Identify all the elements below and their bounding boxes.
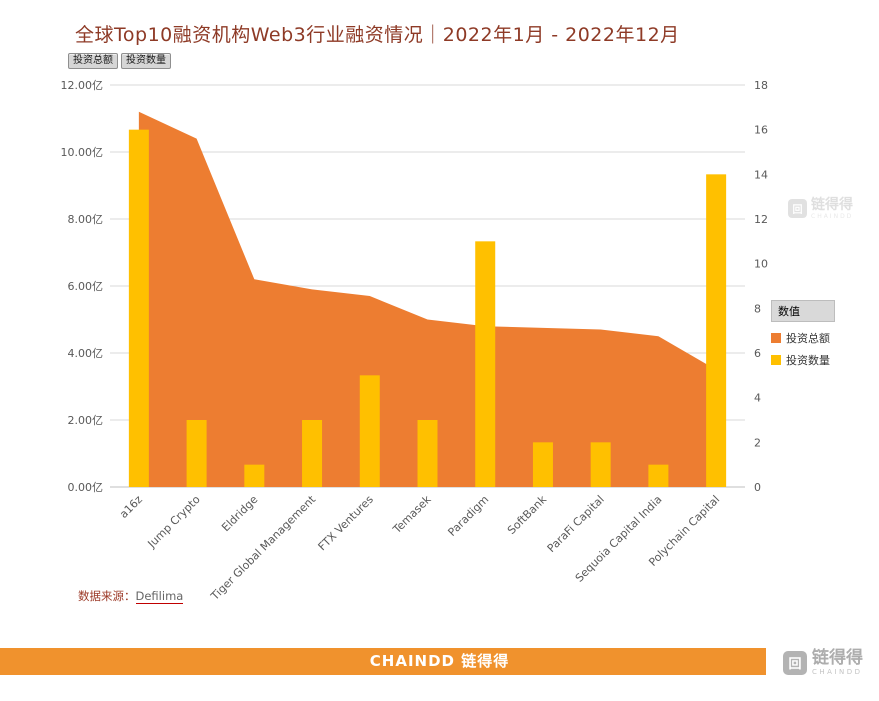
data-source-prefix: 数据来源： <box>78 589 136 603</box>
y-axis-label-right: 4 <box>754 392 761 405</box>
legend-swatch-total <box>771 333 781 343</box>
y-axis-label-left: 12.00亿 <box>61 79 104 92</box>
chaindd-logo-text: 链得得 CHAINDD <box>812 648 863 676</box>
data-source: 数据来源：Defilima <box>78 588 184 604</box>
y-axis-label-right: 6 <box>754 347 761 360</box>
legend-swatch-count <box>771 355 781 365</box>
y-axis-label-left: 0.00亿 <box>68 481 104 494</box>
filter-count-button[interactable]: 投资数量 <box>121 53 171 69</box>
y-axis-label-left: 4.00亿 <box>68 347 104 360</box>
x-axis-label: ParaFi Capital <box>545 493 607 555</box>
bar-count <box>475 241 496 487</box>
watermark-logo-name: 链得得 <box>811 197 853 213</box>
x-axis-label: a16z <box>117 493 145 521</box>
legend-label-count: 投资数量 <box>786 354 830 367</box>
y-axis-label-right: 16 <box>754 124 768 137</box>
bar-count <box>186 420 207 487</box>
legend-item-total: 投资总额 <box>771 330 835 346</box>
x-axis-label: Eldridge <box>219 493 260 534</box>
area-series-total <box>138 111 717 488</box>
legend-item-count: 投资数量 <box>771 352 835 368</box>
chaindd-watermark: 回 链得得 CHAINDD <box>788 198 853 220</box>
bar-count <box>244 464 265 487</box>
watermark-logo-icon: 回 <box>788 199 807 219</box>
bar-count <box>302 420 323 487</box>
x-axis-label: Jump Crypto <box>145 493 203 551</box>
bar-count <box>128 129 149 487</box>
x-axis-label: SoftBank <box>505 492 550 537</box>
x-axis-label: Paradigm <box>445 493 491 539</box>
bar-count <box>590 442 611 487</box>
y-axis-label-left: 10.00亿 <box>61 146 104 159</box>
y-axis-label-right: 0 <box>754 481 761 494</box>
legend-items: 投资总额 投资数量 <box>771 330 835 368</box>
chart-legend: 数值 投资总额 投资数量 <box>771 300 835 368</box>
chaindd-logo-icon: 回 <box>783 650 807 675</box>
y-axis-label-right: 2 <box>754 436 761 449</box>
watermark-logo-text: 链得得 CHAINDD <box>811 198 853 220</box>
data-source-link[interactable]: Defilima <box>135 589 184 604</box>
x-axis-label: Temasek <box>390 492 434 536</box>
filter-total-button[interactable]: 投资总额 <box>68 53 118 69</box>
chaindd-corner-logo: 回 链得得 CHAINDD <box>783 648 863 676</box>
y-axis-label-left: 6.00亿 <box>68 280 104 293</box>
legend-label-total: 投资总额 <box>786 332 830 345</box>
x-axis-label: FTX Ventures <box>316 493 377 554</box>
y-axis-label-right: 18 <box>754 79 768 92</box>
chaindd-logo-name: 链得得 <box>812 648 863 668</box>
y-axis-label-right: 14 <box>754 168 768 181</box>
footer-bar <box>0 648 766 675</box>
bar-count <box>417 420 438 487</box>
x-axis-label: Tiger Global Management <box>208 492 319 603</box>
y-axis-label-left: 8.00亿 <box>68 213 104 226</box>
y-axis-label-right: 12 <box>754 213 768 226</box>
bar-count <box>648 464 669 487</box>
watermark-logo-sub: CHAINDD <box>811 212 854 220</box>
combo-chart: 0.00亿 2.00亿 4.00亿 6.00亿 8.00亿 10.00亿 12.00亿 0 2 4… <box>61 79 769 603</box>
bar-count <box>532 442 553 487</box>
bar-count <box>706 174 727 488</box>
bar-count <box>359 375 380 487</box>
chart-filter-buttons: 投资总额 投资数量 <box>68 53 171 69</box>
y-axis-label-left: 2.00亿 <box>68 414 104 427</box>
chaindd-logo-sub: CHAINDD <box>812 667 863 676</box>
legend-header: 数值 <box>771 300 835 322</box>
y-axis-label-right: 8 <box>754 302 761 315</box>
footer-brand-text: CHAINDD 链得得 <box>369 652 510 670</box>
y-axis-label-right: 10 <box>754 258 768 271</box>
chart-title: 全球Top10融资机构Web3行业融资情况｜2022年1月 - 2022年12月 <box>75 24 680 46</box>
